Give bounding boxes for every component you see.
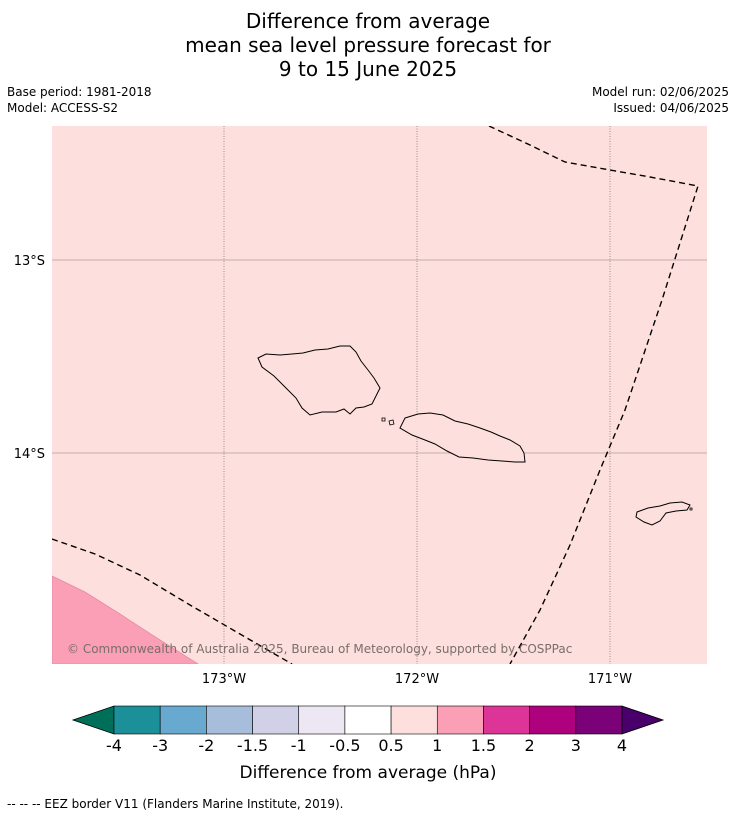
colorbar-tick-label: -0.5 [329,736,360,755]
eez-border-east [488,126,699,664]
colorbar-bin [344,705,392,735]
map-title-line-3: 9 to 15 June 2025 [278,57,458,81]
colorbar-bin [252,705,300,735]
colorbar-bin [436,705,484,735]
colorbar-bin [206,705,253,735]
colorbar-label: Difference from average (hPa) [240,763,497,783]
savaii-island [257,345,381,416]
colorbar-tick-label: 1 [432,736,442,755]
map-title-line-2: mean sea level pressure forecast for [185,33,551,57]
colorbar-bin [483,705,530,735]
colorbar-tick-label: 4 [617,736,627,755]
colorbar-tick-label: -1.5 [237,736,268,755]
eez-footnote: -- -- -- EEZ border V11 (Flanders Marine… [7,797,344,811]
map-background [52,126,707,664]
base-period: Base period: 1981-2018 [7,85,152,99]
colorbar-bin [390,705,438,735]
high-anomaly-region [52,575,199,664]
upolu-island [399,412,526,463]
lat-label-13s: 13°S [14,254,45,269]
colorbar-bin [529,705,577,735]
issued-date: Issued: 04/06/2025 [613,101,729,115]
lon-label-172w: 172°W [395,672,439,687]
colorbar-bin [113,705,161,735]
colorbar-tick-label: -1 [291,736,307,755]
colorbar-tick-label: -3 [152,736,168,755]
tutuila-island [635,501,691,526]
model-run: Model run: 02/06/2025 [591,85,729,99]
aunuu-island [689,507,693,511]
colorbar-extend-low [71,705,115,735]
colorbar: -4 -3 -2 -1.5 -1 -0.5 0.5 1 1.5 2 3 4 [71,705,665,755]
model-name: Model: ACCESS-S2 [7,101,119,115]
lat-label-14s: 14°S [14,447,45,462]
manono-island [388,419,395,426]
colorbar-bin [298,705,346,735]
colorbar-tick-label: 1.5 [471,736,496,755]
colorbar-bin [159,705,207,735]
lon-label-173w: 173°W [202,672,246,687]
colorbar-tick-label: 2 [525,736,535,755]
colorbar-tick-label: -4 [106,736,122,755]
colorbar-extend-high [621,705,665,735]
apolima-island [381,417,386,422]
colorbar-tick-label: 0.5 [378,736,403,755]
lon-label-171w: 171°W [588,672,632,687]
colorbar-bin [575,705,623,735]
map-title-line-1: Difference from average [245,9,491,33]
colorbar-tick-label: 3 [571,736,581,755]
eez-border-southwest [52,538,293,664]
colorbar-tick-label: -2 [198,736,214,755]
copyright-notice: © Commonwealth of Australia 2025, Bureau… [67,642,572,656]
